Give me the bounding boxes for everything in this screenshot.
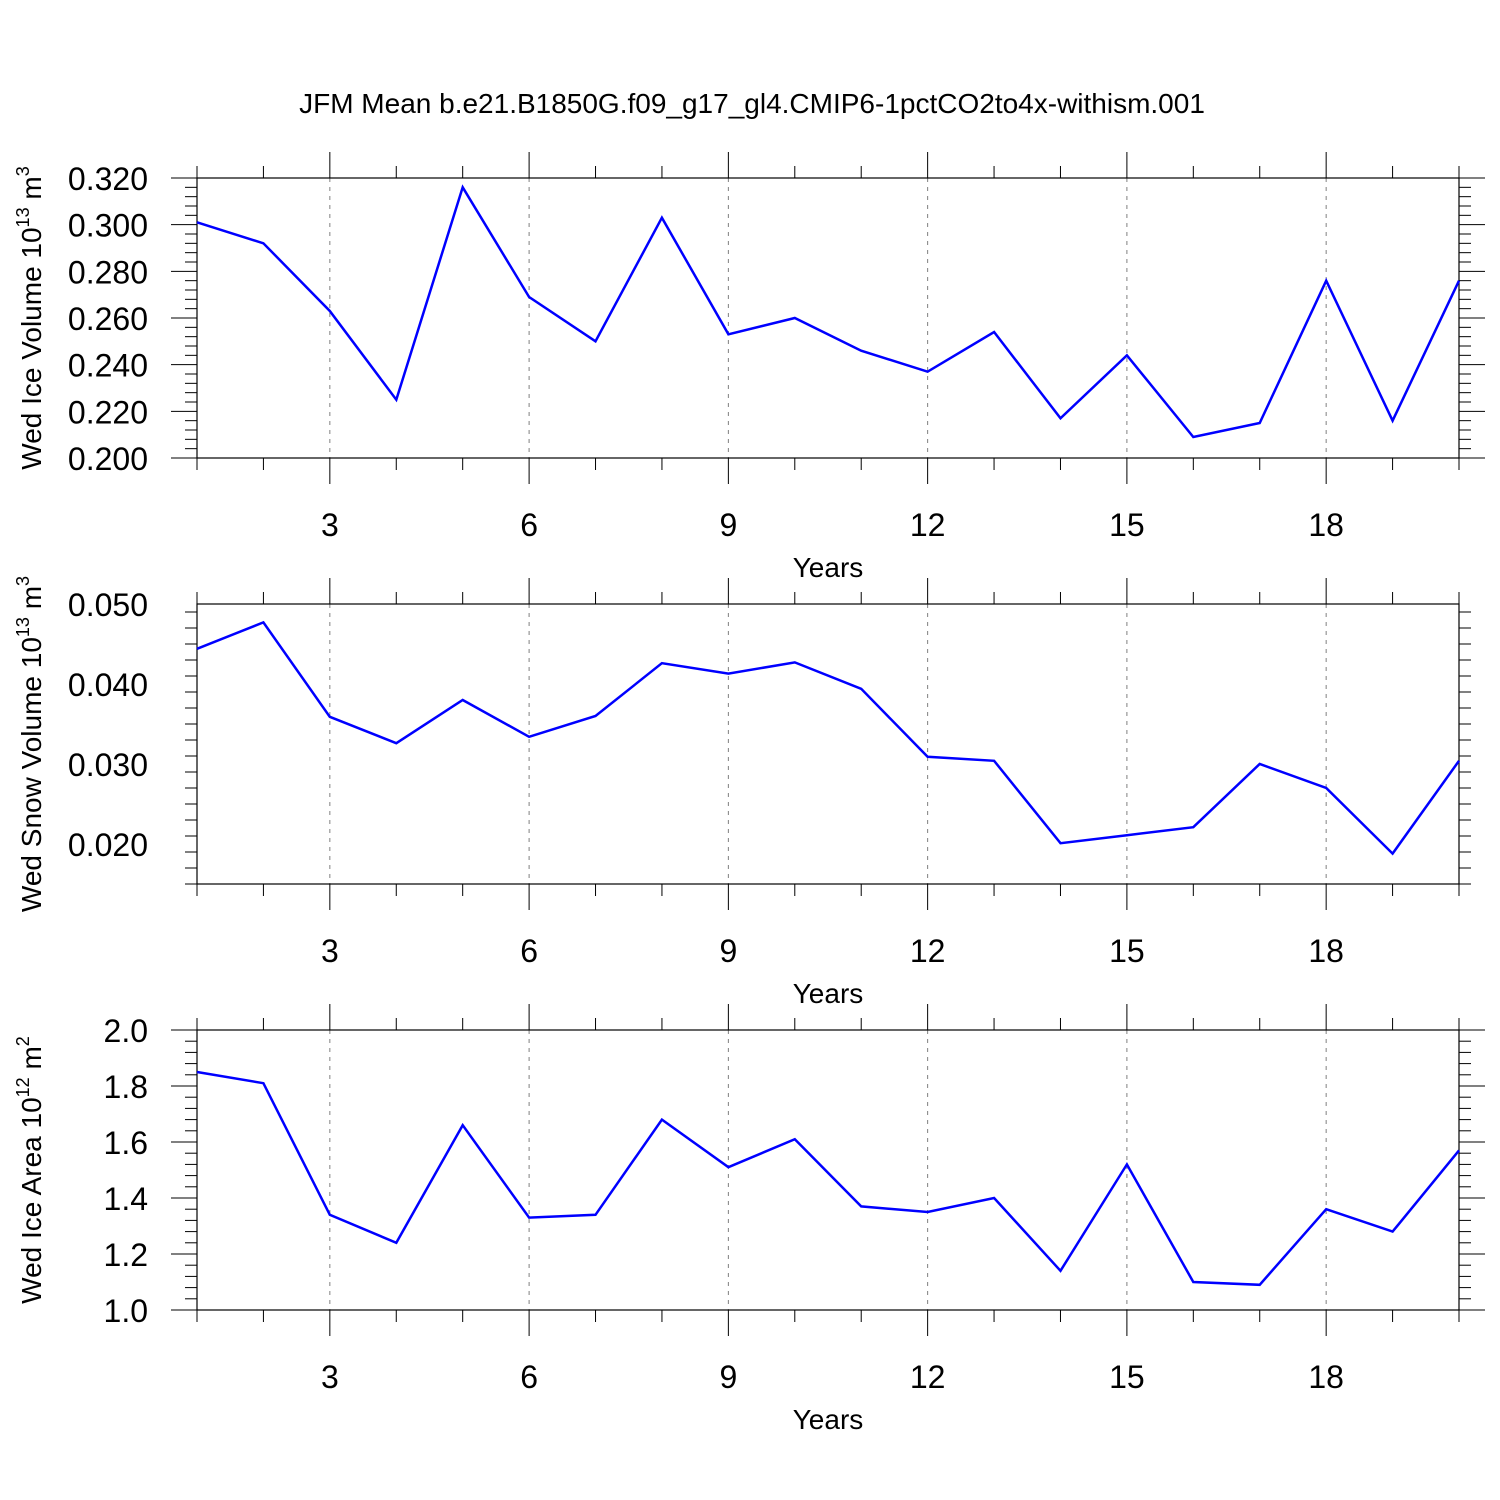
chart-panel-3: 3 6 9 12 15 18 Years 1.0 1.2 1.4 1.6 1.8 2.0 Wed Ice … [13,1004,1485,1435]
y-tick-label: 0.320 [68,161,148,197]
y-tick-label: 0.280 [68,254,148,290]
chart-panel-2: 3 6 9 12 15 18 Years 0.020 0.030 0.040 0.050 Wed Sn… [13,576,1471,1009]
y-axis-label: Wed Ice Volume 1013 m3 [13,166,47,469]
x-tick-label: 6 [520,933,538,969]
plot-frame [196,1029,1460,1311]
x-axis-label: Years [793,552,864,583]
chart-panel-1: 3 6 9 12 15 18 Years 0.200 0.220 0.240 0.260 0.280 0… [13,152,1485,583]
plot-frame [196,603,1460,885]
series-line [196,1070,1460,1287]
y-tick-label: 0.040 [68,667,148,703]
series-line [196,620,1461,856]
series-line [196,184,1461,439]
y-axis-label: Wed Ice Area 1012 m2 [13,1036,47,1304]
y-tick-label: 0.240 [68,348,148,384]
y-tick-label: 1.8 [104,1069,148,1105]
x-tick-label: 12 [910,507,946,543]
x-tick-label: 15 [1109,1359,1145,1395]
y-tick-label: 0.050 [68,587,148,623]
y-tick-label: 0.300 [68,208,148,244]
y-tick-label: 0.030 [68,747,148,783]
x-tick-label: 12 [910,1359,946,1395]
x-tick-label: 6 [520,507,538,543]
y-tick-label: 2.0 [104,1013,148,1049]
y-tick-label: 1.0 [104,1293,148,1329]
y-tick-label: 0.020 [68,827,148,863]
x-tick-label: 9 [719,933,737,969]
x-tick-label: 18 [1308,933,1344,969]
x-tick-label: 3 [321,1359,339,1395]
y-tick-label: 1.4 [104,1181,148,1217]
x-tick-label: 18 [1308,507,1344,543]
y-axis-label: Wed Snow Volume 1013 m3 [13,576,47,912]
plot-frame [196,177,1460,459]
y-tick-label: 0.260 [68,301,148,337]
x-tick-label: 9 [719,507,737,543]
x-axis-label: Years [793,1404,864,1435]
y-tick-label: 0.200 [68,441,148,477]
y-tick-label: 1.2 [104,1237,148,1273]
x-tick-label: 3 [321,507,339,543]
y-tick-label: 0.220 [68,394,148,430]
x-tick-label: 18 [1308,1359,1344,1395]
x-tick-label: 3 [321,933,339,969]
figure-title: JFM Mean b.e21.B1850G.f09_g17_gl4.CMIP6-… [299,88,1205,119]
y-tick-label: 1.6 [104,1125,148,1161]
x-tick-label: 6 [520,1359,538,1395]
x-axis-label: Years [793,978,864,1009]
x-tick-label: 15 [1109,507,1145,543]
x-tick-label: 15 [1109,933,1145,969]
x-tick-label: 12 [910,933,946,969]
x-tick-label: 9 [719,1359,737,1395]
